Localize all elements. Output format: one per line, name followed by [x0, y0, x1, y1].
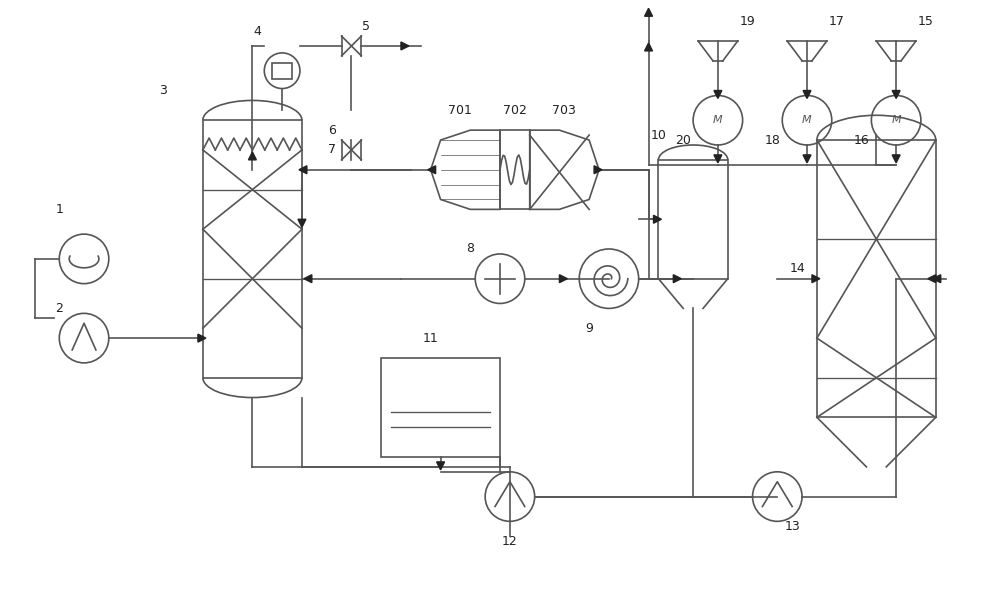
Text: 12: 12 — [502, 535, 518, 547]
Polygon shape — [645, 43, 653, 51]
Text: M: M — [713, 115, 723, 125]
Polygon shape — [803, 91, 811, 99]
Polygon shape — [928, 275, 936, 282]
Polygon shape — [812, 275, 820, 282]
Text: 701: 701 — [448, 104, 472, 117]
Polygon shape — [673, 275, 681, 282]
Polygon shape — [933, 275, 941, 282]
Polygon shape — [714, 155, 722, 163]
Polygon shape — [714, 91, 722, 99]
Text: 2: 2 — [55, 302, 63, 315]
Text: 20: 20 — [675, 134, 691, 146]
Text: 13: 13 — [784, 520, 800, 533]
Text: 14: 14 — [789, 262, 805, 275]
Text: 703: 703 — [552, 104, 576, 117]
Text: 18: 18 — [764, 134, 780, 146]
Text: 702: 702 — [503, 104, 527, 117]
Text: 17: 17 — [829, 15, 845, 27]
Text: 5: 5 — [362, 20, 370, 33]
Polygon shape — [645, 8, 653, 16]
Text: M: M — [802, 115, 812, 125]
Text: 10: 10 — [651, 128, 666, 141]
Polygon shape — [198, 334, 206, 342]
Text: 7: 7 — [328, 143, 336, 156]
Text: 16: 16 — [854, 134, 869, 146]
Polygon shape — [892, 91, 900, 99]
Polygon shape — [428, 166, 436, 174]
Text: 11: 11 — [423, 331, 439, 344]
Text: 1: 1 — [55, 203, 63, 216]
Polygon shape — [437, 462, 445, 470]
Text: M: M — [891, 115, 901, 125]
Text: 8: 8 — [466, 242, 474, 256]
Text: 4: 4 — [253, 24, 261, 38]
Text: 6: 6 — [328, 124, 336, 137]
Text: 15: 15 — [918, 15, 934, 27]
Text: 9: 9 — [585, 322, 593, 335]
Polygon shape — [654, 216, 661, 223]
Polygon shape — [594, 166, 602, 174]
Polygon shape — [298, 219, 306, 227]
Polygon shape — [304, 275, 312, 282]
Text: 19: 19 — [740, 15, 755, 27]
Polygon shape — [559, 275, 567, 282]
Polygon shape — [401, 42, 409, 50]
Polygon shape — [892, 155, 900, 163]
Polygon shape — [803, 155, 811, 163]
Text: 3: 3 — [159, 84, 167, 97]
Polygon shape — [248, 152, 256, 160]
Polygon shape — [299, 166, 307, 174]
